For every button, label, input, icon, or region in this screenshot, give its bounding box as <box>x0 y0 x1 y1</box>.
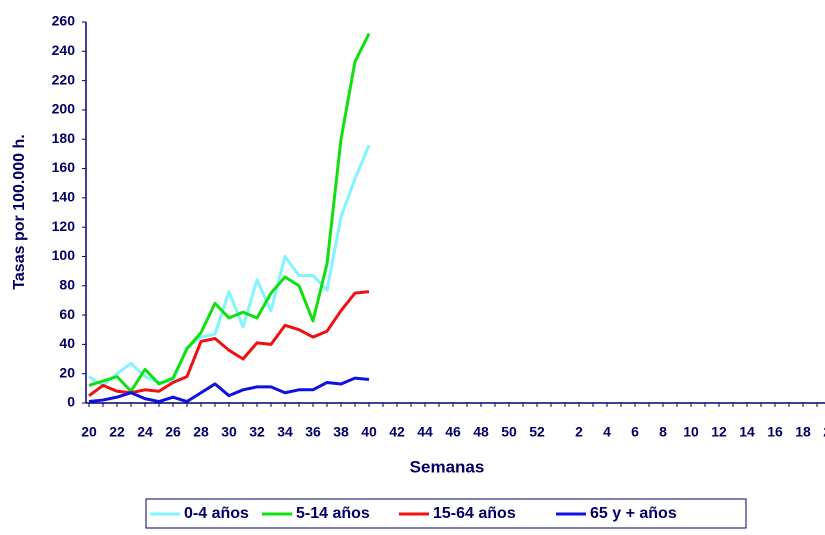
x-tick-label: 42 <box>389 424 405 440</box>
x-tick-label: 32 <box>249 424 265 440</box>
y-tick-label: 0 <box>67 394 75 410</box>
y-tick-label: 220 <box>52 71 76 87</box>
x-tick-label: 36 <box>305 424 321 440</box>
x-tick-label: 18 <box>795 424 811 440</box>
x-tick-label: 46 <box>445 424 461 440</box>
x-tick-label: 4 <box>603 424 611 440</box>
x-tick-label: 26 <box>165 424 181 440</box>
x-tick-label: 50 <box>501 424 517 440</box>
y-tick-label: 60 <box>59 306 75 322</box>
y-tick-label: 40 <box>59 335 75 351</box>
y-tick-label: 20 <box>59 364 75 380</box>
y-tick-label: 180 <box>52 130 76 146</box>
legend-box <box>145 498 747 529</box>
y-tick-label: 240 <box>52 42 76 58</box>
x-tick-label: 44 <box>417 424 433 440</box>
legend-label: 15-64 años <box>433 505 516 522</box>
x-axis-label: Semanas <box>410 457 485 476</box>
x-tick-label: 38 <box>333 424 349 440</box>
x-tick-label: 14 <box>739 424 755 440</box>
x-tick-label: 28 <box>193 424 209 440</box>
series-line <box>88 290 370 397</box>
x-tick-label: 16 <box>767 424 783 440</box>
x-tick-label: 12 <box>711 424 727 440</box>
x-tick-label: 48 <box>473 424 489 440</box>
series-line <box>88 33 371 393</box>
y-tick-label: 160 <box>52 159 76 175</box>
legend-label: 5-14 años <box>296 505 370 522</box>
x-tick-label: 34 <box>277 424 293 440</box>
x-tick-label: 40 <box>361 424 377 440</box>
y-axis-label: Tasas por 100.000 h. <box>11 134 28 289</box>
x-tick-label: 2 <box>575 424 583 440</box>
x-tick-label: 24 <box>137 424 153 440</box>
legend-label: 0-4 años <box>184 505 249 522</box>
y-tick-label: 80 <box>59 276 75 292</box>
x-tick-label: 8 <box>659 424 667 440</box>
x-tick-label: 20 <box>81 424 97 440</box>
series-line <box>88 376 370 404</box>
y-tick-label: 260 <box>52 13 76 29</box>
x-tick-label: 52 <box>529 424 545 440</box>
x-tick-label: 20 <box>823 424 825 440</box>
x-tick-label: 10 <box>683 424 699 440</box>
y-tick-label: 140 <box>52 189 76 205</box>
y-tick-label: 100 <box>52 247 76 263</box>
x-tick-label: 22 <box>109 424 125 440</box>
y-tick-label: 200 <box>52 101 76 117</box>
y-tick-label: 120 <box>52 218 76 234</box>
x-tick-label: 6 <box>631 424 639 440</box>
x-tick-label: 30 <box>221 424 237 440</box>
legend-label: 65 y + años <box>590 505 677 522</box>
